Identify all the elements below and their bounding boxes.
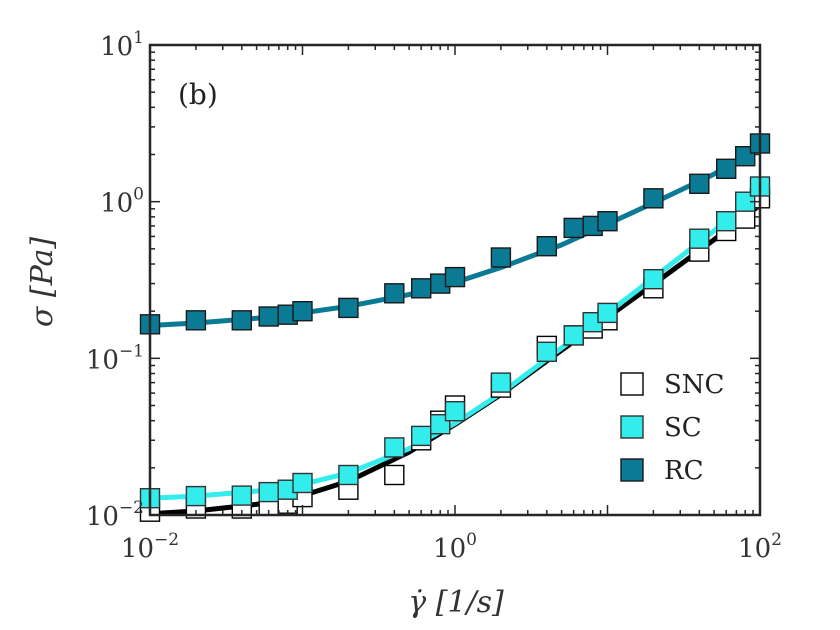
data-markers bbox=[139, 133, 771, 522]
legend-label-sc: SC bbox=[664, 413, 702, 443]
data-point-sc bbox=[185, 485, 207, 507]
legend-label-snc: SNC bbox=[664, 370, 724, 400]
data-point-sc bbox=[411, 425, 432, 447]
legend: SNC SC RC bbox=[620, 370, 724, 486]
data-point-sc bbox=[563, 325, 584, 346]
data-point-sc bbox=[444, 401, 466, 422]
data-point-sc bbox=[258, 481, 279, 503]
axis-ticks bbox=[149, 44, 761, 516]
y-axis-label: σ [Pa] bbox=[25, 237, 60, 327]
data-point-rc bbox=[536, 235, 557, 257]
data-point-rc bbox=[689, 173, 710, 195]
data-point-rc bbox=[597, 210, 618, 232]
y-tick-label: 10−2 bbox=[86, 498, 144, 532]
data-point-sc bbox=[231, 485, 253, 506]
x-tick-label: 100 bbox=[433, 530, 477, 564]
y-tick-label: 10−1 bbox=[86, 341, 144, 375]
legend-marker-rc bbox=[620, 458, 644, 482]
data-point-rc bbox=[716, 158, 737, 180]
data-point-snc bbox=[384, 464, 405, 486]
x-axis-label: γ̇ [1/s] bbox=[408, 585, 504, 620]
data-point-rc bbox=[490, 247, 512, 268]
fit-line-sc bbox=[147, 191, 763, 501]
data-point-sc bbox=[643, 269, 664, 290]
data-point-rc bbox=[338, 297, 359, 319]
data-point-sc bbox=[716, 210, 737, 232]
fit-line-rc bbox=[147, 144, 763, 328]
data-point-sc bbox=[384, 437, 405, 458]
legend-marker-sc bbox=[620, 415, 644, 439]
legend-label-rc: RC bbox=[664, 456, 703, 486]
data-point-rc bbox=[411, 278, 432, 299]
data-point-snc bbox=[735, 208, 756, 229]
data-point-sc bbox=[689, 228, 710, 249]
data-point-rc bbox=[643, 188, 664, 209]
data-point-sc bbox=[597, 302, 618, 324]
data-point-sc bbox=[490, 372, 512, 393]
data-point-rc bbox=[292, 301, 313, 322]
data-point-sc bbox=[292, 472, 313, 494]
data-point-sc bbox=[338, 464, 359, 486]
x-tick-label: 10−2 bbox=[121, 530, 179, 564]
data-point-rc bbox=[444, 266, 466, 288]
data-point-rc bbox=[384, 283, 405, 304]
data-point-sc bbox=[536, 341, 557, 362]
data-point-rc bbox=[258, 306, 279, 327]
y-tick-label: 100 bbox=[100, 185, 144, 219]
legend-marker-snc bbox=[620, 372, 644, 396]
data-point-rc bbox=[231, 310, 253, 331]
data-point-rc bbox=[185, 310, 207, 331]
y-tick-label: 101 bbox=[100, 28, 144, 62]
axis-tick-labels: 10−2 100 102 10−2 10−1 100 101 bbox=[86, 28, 782, 564]
data-point-rc bbox=[563, 217, 584, 239]
panel-label: (b) bbox=[178, 78, 218, 111]
x-tick-label: 102 bbox=[738, 530, 782, 564]
